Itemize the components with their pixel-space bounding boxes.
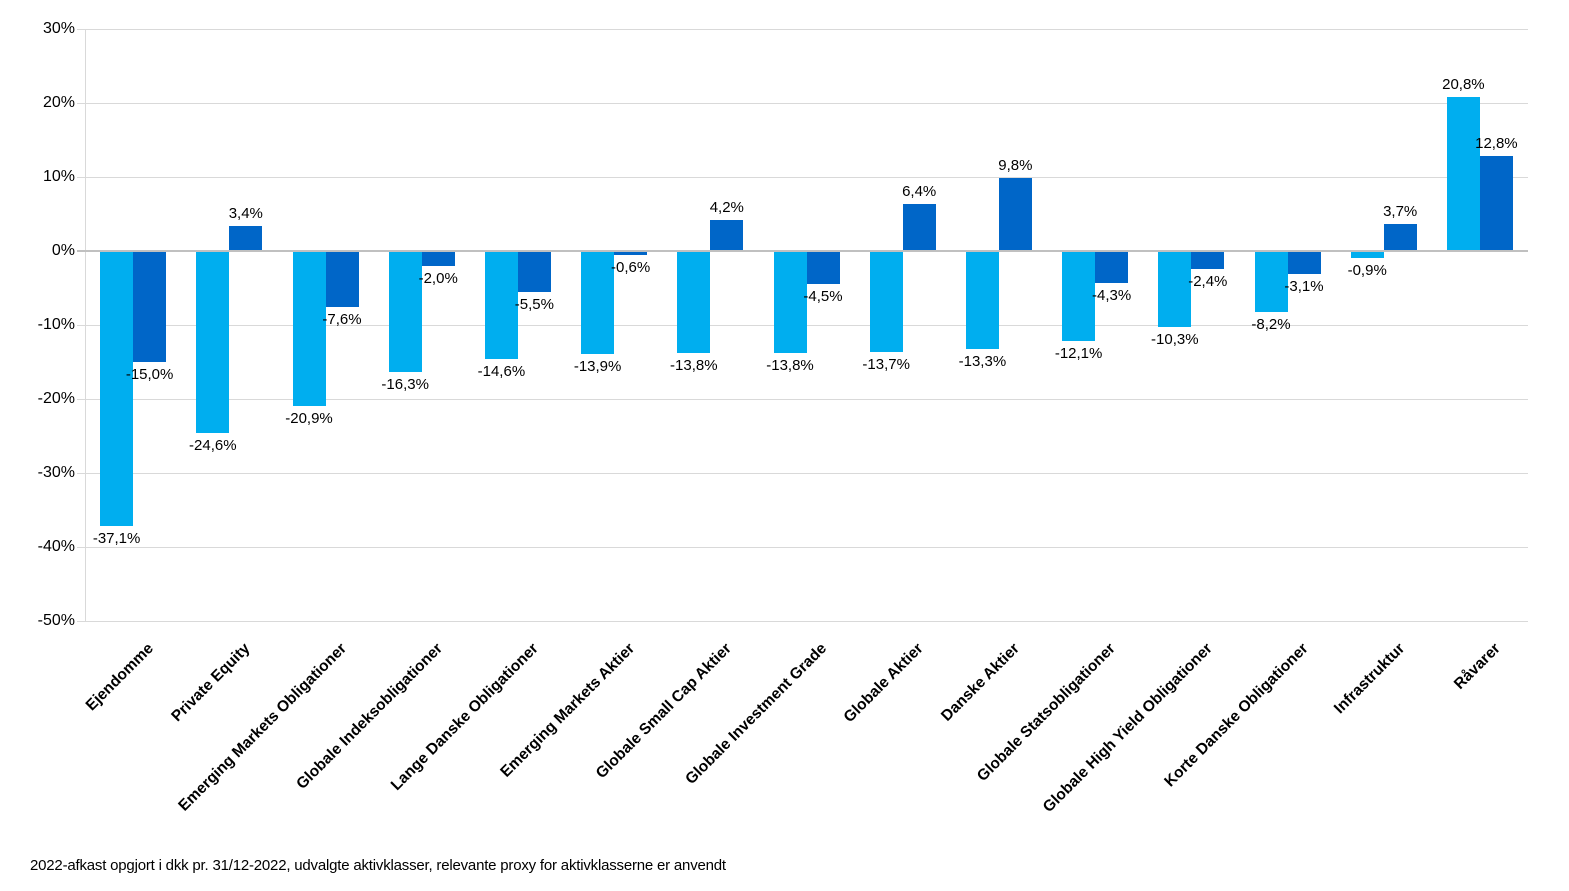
- bar-value-label: -13,8%: [766, 357, 814, 375]
- x-axis-category-label: Emerging Markets Obligationer: [174, 640, 350, 815]
- bar-series2: [1479, 156, 1513, 251]
- bar-series2: [421, 251, 455, 266]
- bar-value-label: -5,5%: [514, 295, 554, 313]
- bar-series1: [773, 251, 807, 354]
- y-axis-tick-label: 20%: [42, 94, 75, 111]
- bar-series1: [869, 251, 903, 353]
- bar-value-label: -37,1%: [92, 529, 141, 547]
- bar-series2: [133, 251, 167, 362]
- x-axis-category-label: Ejendomme: [82, 640, 158, 715]
- bar-series2: [229, 225, 263, 251]
- bar-series2: [1095, 251, 1129, 283]
- bar-value-label: -0,6%: [611, 259, 651, 277]
- chart-footnote: 2022-afkast opgjort i dkk pr. 31/12-2022…: [30, 857, 726, 874]
- bar-value-label: -14,6%: [477, 363, 526, 381]
- bar-value-label: 12,8%: [1475, 135, 1518, 153]
- bar-series1: [965, 251, 999, 350]
- bar-value-label: -4,5%: [803, 288, 843, 306]
- x-axis-category-label: Danske Aktier: [938, 640, 1023, 725]
- bar-series1: [1158, 251, 1192, 328]
- bar-series2: [325, 251, 359, 308]
- bar-series1: [388, 251, 422, 372]
- bar-series1: [484, 251, 518, 360]
- bar-series2: [902, 203, 936, 251]
- x-axis-category-label: Globale Aktier: [840, 640, 927, 726]
- bar-series1: [1254, 251, 1288, 312]
- bar-series1: [196, 251, 230, 434]
- bar-series2: [1287, 251, 1321, 274]
- bar-value-label: -13,7%: [862, 356, 910, 374]
- bar-value-label: -24,6%: [189, 437, 237, 455]
- bar-value-label: 9,8%: [998, 157, 1033, 175]
- gridline-10: [77, 177, 1528, 178]
- bar-value-label: 6,4%: [902, 182, 937, 200]
- bar-value-label: 4,2%: [709, 198, 744, 216]
- gridline-30: [77, 29, 1528, 30]
- bar-value-label: -7,6%: [322, 311, 362, 329]
- bar-series2: [710, 219, 744, 251]
- bar-series2: [1191, 251, 1225, 269]
- bar-value-label: -15,0%: [125, 366, 174, 383]
- y-axis-tick-label: -10%: [37, 316, 75, 333]
- bar-value-label: -3,1%: [1284, 277, 1324, 295]
- x-axis-category-label: Infrastruktur: [1330, 640, 1408, 718]
- bar-series1: [677, 251, 711, 354]
- bar-value-label: 3,7%: [1383, 202, 1418, 220]
- bar-series2: [806, 251, 840, 285]
- gridline--20: [77, 399, 1528, 400]
- bar-series1: [581, 251, 615, 354]
- bar-value-label: -2,4%: [1188, 272, 1228, 290]
- y-axis-tick-label: -40%: [37, 538, 75, 555]
- bar-value-label: -4,3%: [1092, 286, 1132, 304]
- bar-value-label: -8,2%: [1251, 315, 1291, 333]
- x-axis-category-label: Råvarer: [1451, 640, 1504, 693]
- y-axis-tick-label: 10%: [42, 168, 75, 185]
- y-axis-tick-label: -50%: [37, 612, 75, 629]
- gridline-20: [77, 103, 1528, 104]
- bar-value-label: -0,9%: [1347, 261, 1387, 279]
- bar-series1: [1062, 251, 1096, 341]
- bar-value-label: -13,9%: [573, 357, 622, 375]
- bar-value-label: -20,9%: [285, 409, 333, 427]
- bar-series1: [292, 251, 326, 406]
- bar-series1: [1446, 97, 1480, 251]
- bar-series2: [998, 178, 1032, 251]
- gridline--50: [77, 621, 1528, 622]
- bar-value-label: 20,8%: [1442, 76, 1485, 94]
- bar-value-label: -2,0%: [418, 269, 458, 287]
- bar-series2: [517, 251, 551, 292]
- y-axis-tick-label: 30%: [42, 20, 75, 37]
- gridline--40: [77, 547, 1528, 548]
- y-axis-tick-label: 0%: [51, 242, 75, 259]
- bar-value-label: -12,1%: [1054, 344, 1103, 362]
- bar-series1: [1350, 251, 1384, 258]
- bar-value-label: -13,8%: [670, 357, 718, 375]
- y-axis-tick-label: -20%: [37, 390, 75, 407]
- y-axis-tick-label: -30%: [37, 464, 75, 481]
- bar-series2: [614, 251, 648, 256]
- bar-value-label: 3,4%: [228, 204, 263, 222]
- bar-value-label: -13,3%: [958, 353, 1007, 371]
- x-axis-category-label: Private Equity: [168, 640, 254, 726]
- y-axis-line: [85, 29, 86, 621]
- gridline-zero: [77, 250, 1528, 252]
- bar-series2: [1383, 223, 1417, 251]
- x-axis-category-label: Globale High Yield Obligationer: [1039, 640, 1216, 816]
- gridline--30: [77, 473, 1528, 474]
- bar-series1: [100, 251, 134, 526]
- bar-value-label: -10,3%: [1151, 331, 1199, 349]
- bar-value-label: -16,3%: [381, 375, 429, 393]
